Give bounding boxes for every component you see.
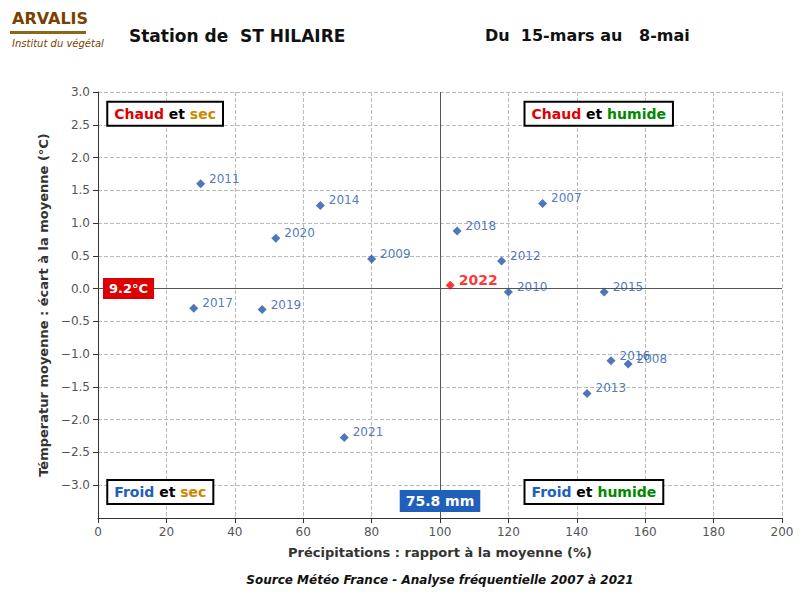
svg-text:2021: 2021 [353,425,384,439]
svg-text:3.0: 3.0 [71,85,90,99]
svg-text:75.8 mm: 75.8 mm [406,493,475,509]
svg-text:−2.5: −2.5 [61,445,90,459]
svg-text:Froid: Froid [114,484,154,500]
svg-text:140: 140 [565,525,588,539]
svg-text:9.2°C: 9.2°C [109,281,148,296]
svg-text:2019: 2019 [271,298,302,312]
svg-text:−1.5: −1.5 [61,380,90,394]
svg-text:2012: 2012 [510,249,541,263]
svg-text:Source Météo France - Analyse: Source Météo France - Analyse fréquentie… [246,573,633,587]
svg-text:Institut du végétal: Institut du végétal [12,38,104,49]
svg-text:humide: humide [607,106,666,122]
svg-text:humide: humide [597,484,656,500]
svg-text:Froid: Froid [532,484,572,500]
svg-text:2.5: 2.5 [71,118,90,132]
svg-text:2008: 2008 [636,352,668,366]
svg-text:et: et [581,106,607,122]
svg-text:60: 60 [296,525,311,539]
svg-text:2017: 2017 [202,296,233,310]
svg-text:sec: sec [180,484,206,500]
svg-text:−3.0: −3.0 [61,478,90,492]
svg-text:−2.0: −2.0 [61,413,90,427]
svg-text:2018: 2018 [466,219,497,233]
svg-text:120: 120 [497,525,520,539]
svg-text:180: 180 [702,525,725,539]
svg-text:2014: 2014 [329,193,360,207]
svg-text:2007: 2007 [551,191,582,205]
svg-text:Station de ST HILAIRE: Station de ST HILAIRE [129,26,345,46]
svg-text:Précipitations : rapport à la: Précipitations : rapport à la moyenne (%… [288,545,592,560]
svg-text:0.0: 0.0 [71,282,90,296]
svg-text:80: 80 [364,525,379,539]
svg-text:0.5: 0.5 [71,249,90,263]
svg-text:2015: 2015 [613,280,644,294]
svg-text:Chaud: Chaud [114,106,164,122]
svg-text:1.0: 1.0 [71,216,90,230]
svg-text:et: et [164,106,190,122]
svg-text:2011: 2011 [209,172,240,186]
svg-text:et: et [572,484,598,500]
svg-text:200: 200 [771,525,794,539]
svg-text:2013: 2013 [596,381,627,395]
svg-text:100: 100 [429,525,452,539]
svg-text:2009: 2009 [380,247,411,261]
svg-text:2.0: 2.0 [71,151,90,165]
svg-text:Du 15-mars au 8-mai: Du 15-mars au 8-mai [485,26,690,45]
svg-text:−1.0: −1.0 [61,347,90,361]
svg-text:Témperatur moyenne : écart à l: Témperatur moyenne : écart à la moyenne … [36,133,51,477]
svg-text:−0.5: −0.5 [61,314,90,328]
svg-text:1.5: 1.5 [71,183,90,197]
svg-text:20: 20 [159,525,174,539]
svg-text:2022: 2022 [459,272,498,288]
svg-text:ARVALIS: ARVALIS [12,9,88,28]
svg-text:160: 160 [634,525,657,539]
svg-text:sec: sec [190,106,216,122]
svg-text:0: 0 [94,525,102,539]
svg-text:2016: 2016 [620,349,651,363]
svg-text:2020: 2020 [284,226,315,240]
svg-text:40: 40 [227,525,242,539]
svg-text:Chaud: Chaud [532,106,582,122]
svg-text:et: et [154,484,180,500]
svg-text:2010: 2010 [517,280,548,294]
